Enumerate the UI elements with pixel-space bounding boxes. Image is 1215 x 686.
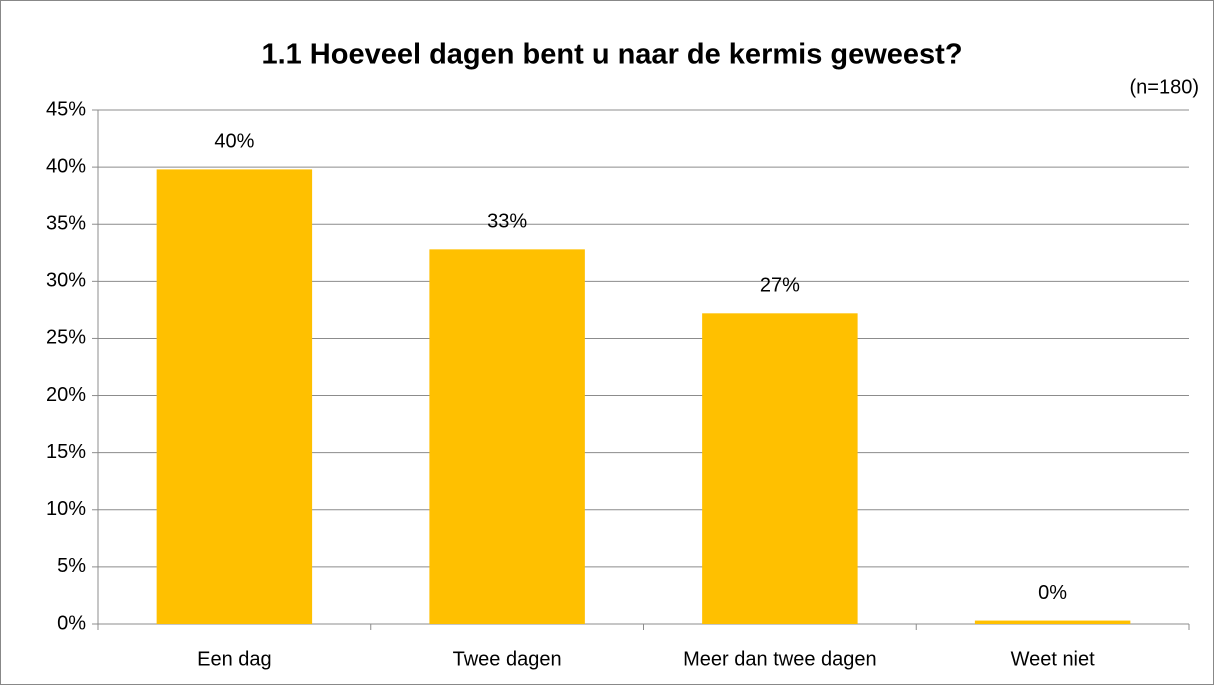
bar: [974, 620, 1131, 624]
y-tick-label: 15%: [46, 441, 86, 463]
y-tick-label: 40%: [46, 155, 86, 177]
bar: [156, 169, 313, 624]
y-tick-label: 0%: [57, 612, 86, 634]
data-label: 27%: [760, 275, 800, 297]
annotation: (n=180): [1130, 76, 1200, 98]
y-tick-label: 10%: [46, 498, 86, 520]
data-label: 0%: [1038, 582, 1067, 604]
data-label: 33%: [487, 211, 527, 233]
x-tick-label: Weet niet: [1011, 648, 1096, 670]
x-tick-label: Een dag: [197, 648, 272, 670]
x-tick-label: Twee dagen: [453, 648, 562, 670]
y-tick-label: 20%: [46, 384, 86, 406]
y-tick-label: 45%: [46, 98, 86, 120]
y-tick-label: 25%: [46, 327, 86, 349]
bar: [702, 313, 858, 624]
y-tick-label: 35%: [46, 213, 86, 235]
x-tick-label: Meer dan twee dagen: [683, 648, 876, 670]
y-tick-label: 30%: [46, 270, 86, 292]
bar: [429, 249, 585, 624]
chart-title: 1.1 Hoeveel dagen bent u naar de kermis …: [261, 39, 962, 71]
y-tick-label: 5%: [57, 555, 86, 577]
data-label: 40%: [214, 131, 254, 153]
